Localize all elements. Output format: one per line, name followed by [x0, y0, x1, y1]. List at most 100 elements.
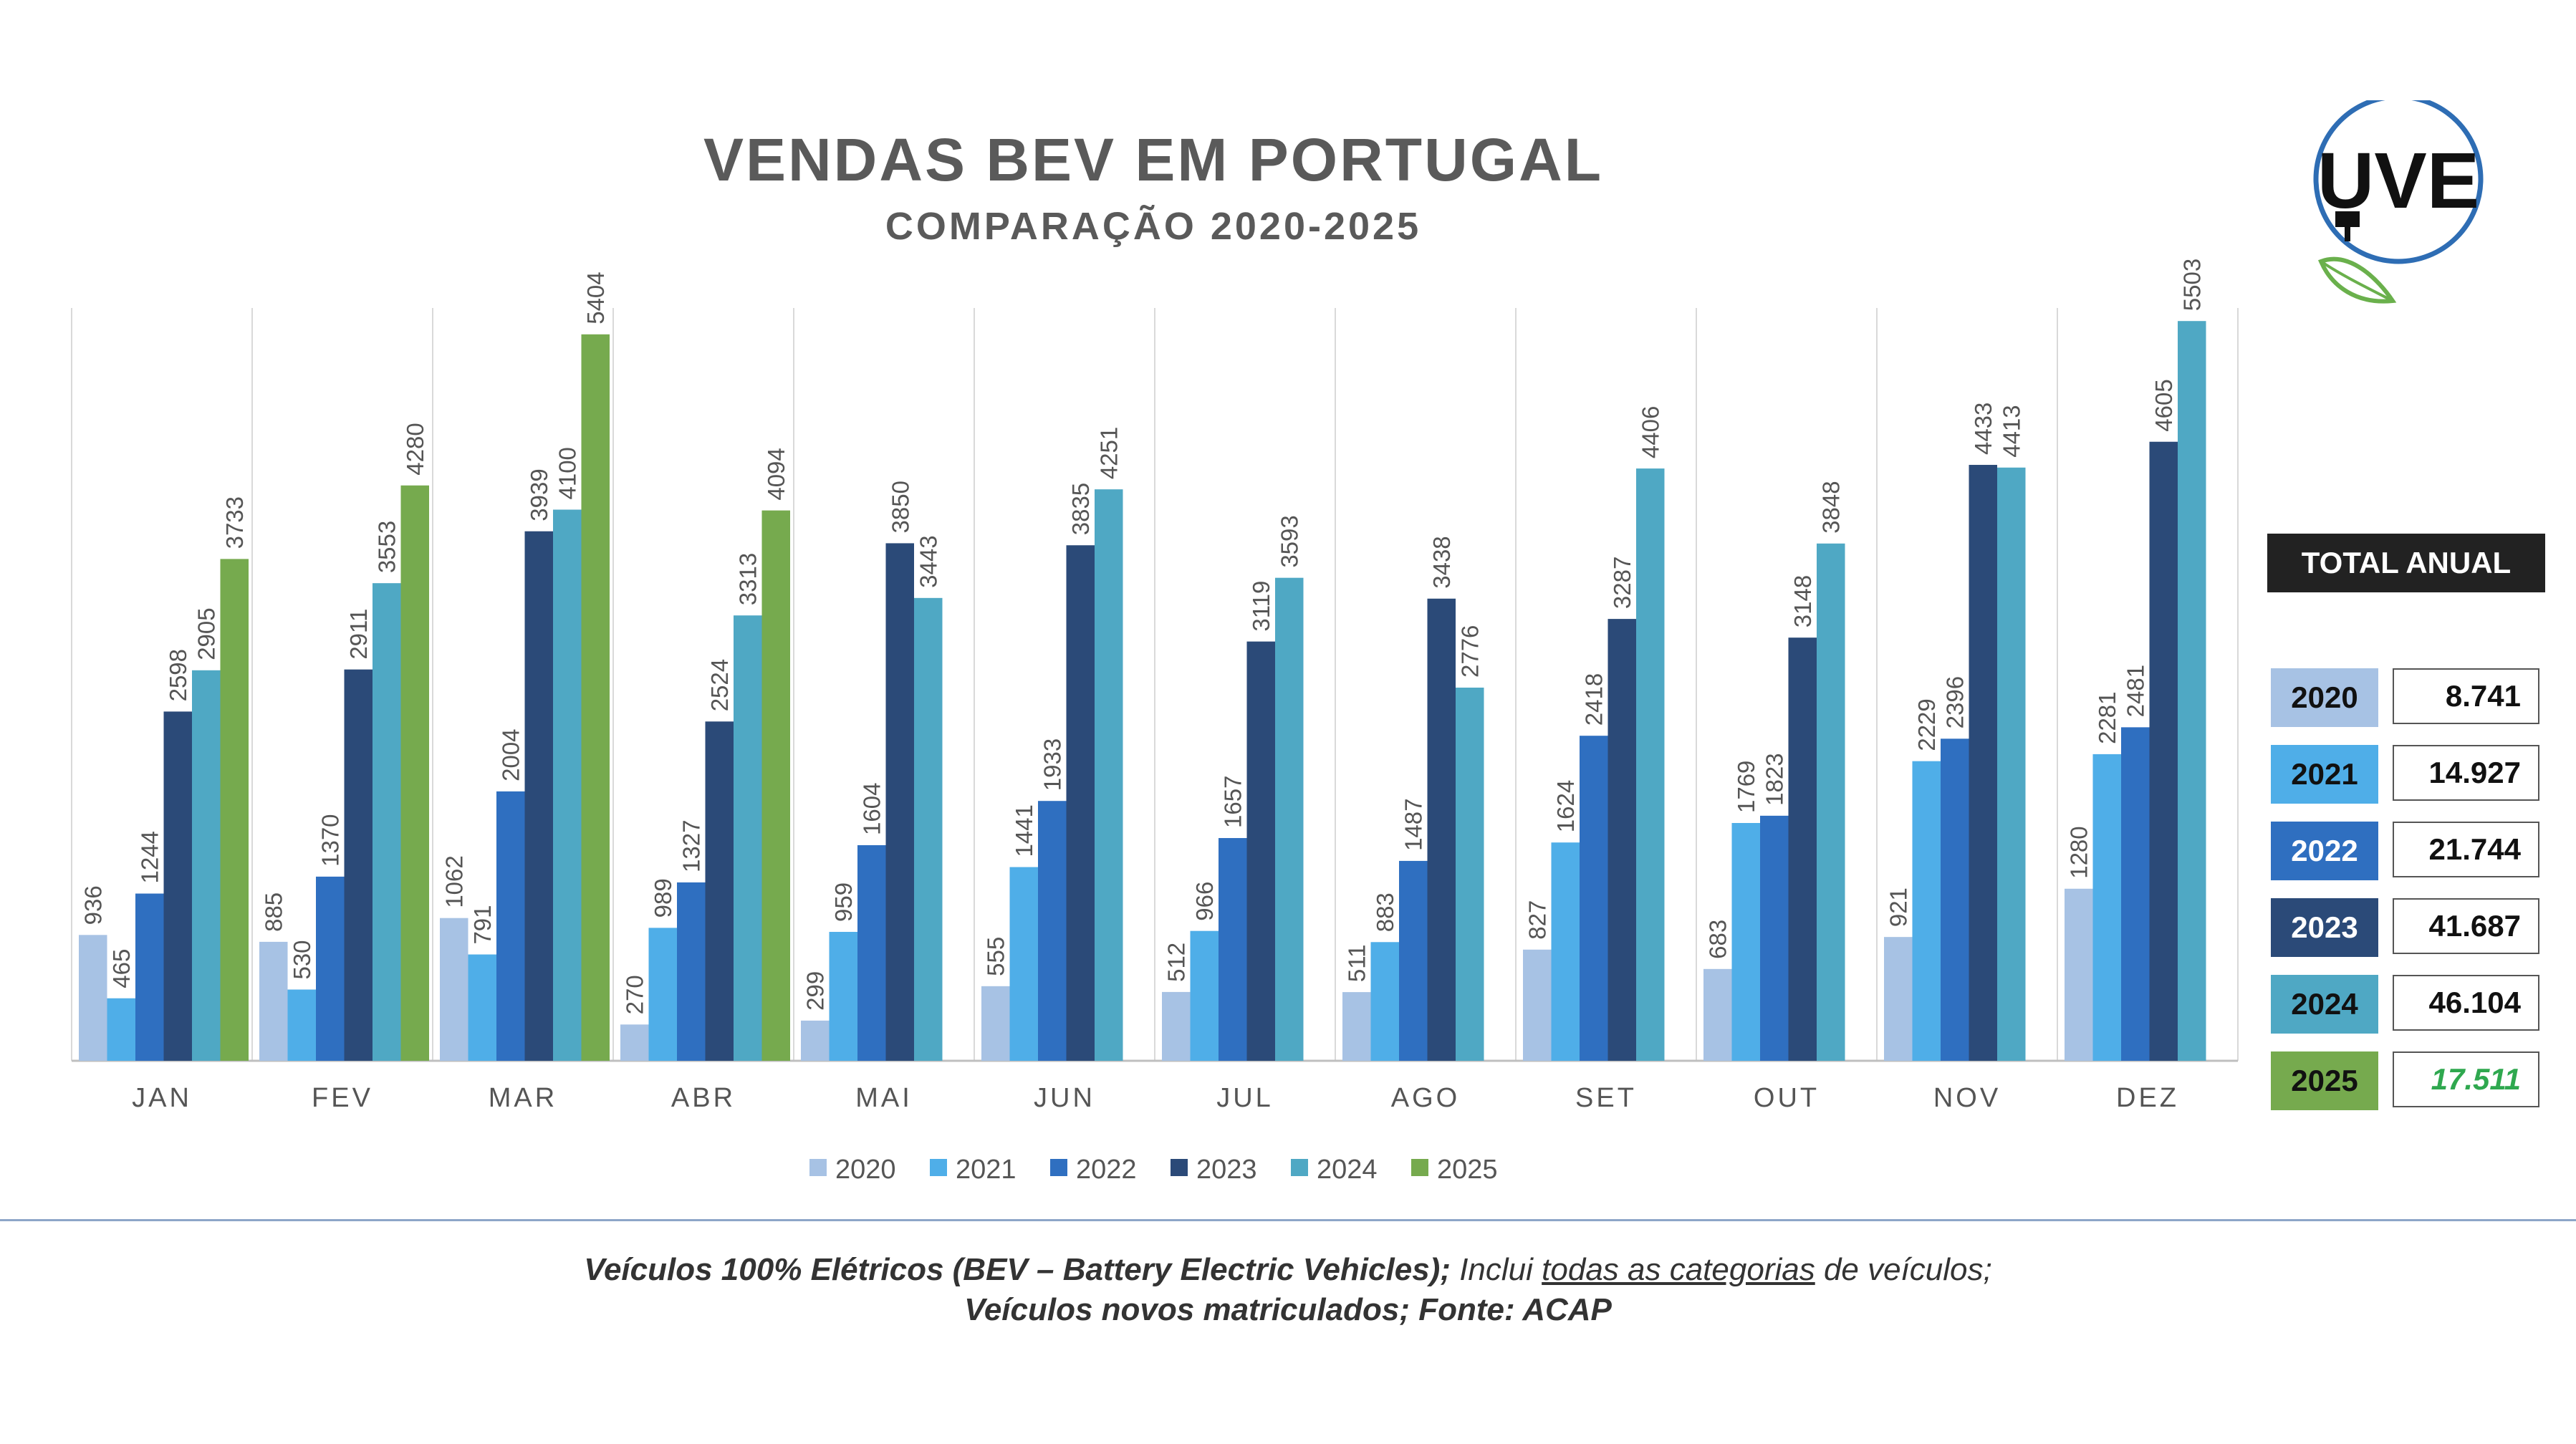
data-label: 2396 — [1942, 676, 1969, 728]
data-label: 1487 — [1400, 799, 1427, 851]
totals-row-2025: 2025 17.511 — [2267, 976, 2547, 1110]
data-label: 3287 — [1609, 557, 1635, 609]
data-label: 3443 — [915, 535, 942, 587]
data-label: 1769 — [1733, 761, 1759, 813]
bar-2021-mar — [468, 954, 496, 1061]
bar-2023-set — [1607, 619, 1636, 1061]
data-label: 1327 — [678, 820, 705, 872]
bar-2021-abr — [648, 928, 677, 1061]
data-label: 1604 — [859, 783, 885, 835]
bar-2024-nov — [1997, 467, 2026, 1061]
footer-line-1: Veículos 100% Elétricos (BEV – Battery E… — [0, 1250, 2576, 1290]
data-label: 2598 — [165, 649, 191, 701]
legend-swatch — [930, 1159, 947, 1176]
data-label: 683 — [1705, 920, 1731, 959]
logo-text: UVE — [2317, 137, 2479, 225]
bar-2020-jun — [981, 986, 1010, 1061]
bar-2025-jan — [220, 559, 249, 1061]
totals-year: 2022 — [2271, 822, 2378, 880]
bar-2025-fev — [400, 485, 429, 1061]
bar-2020-nov — [1884, 937, 1913, 1061]
data-label: 791 — [469, 905, 496, 944]
bar-2020-jul — [1162, 991, 1191, 1061]
bar-2022-jan — [135, 893, 164, 1061]
legend-entry: 2022 — [1076, 1155, 1137, 1185]
footer-source: Veículos novos matriculados; Fonte: ACAP — [964, 1292, 1612, 1327]
x-tick-label: ABR — [671, 1083, 736, 1113]
footer-includes: Inclui — [1450, 1252, 1542, 1287]
bar-2022-nov — [1941, 738, 1969, 1061]
legend-swatch — [1291, 1159, 1308, 1176]
bar-2023-nov — [1969, 465, 1997, 1061]
bar-2020-jan — [79, 935, 107, 1061]
totals-row-2020: 2020 8.741 — [2267, 592, 2547, 727]
bar-2021-out — [1731, 822, 1760, 1061]
bar-2021-dez — [2092, 754, 2121, 1061]
x-tick-label: JUL — [1216, 1083, 1274, 1113]
legend-swatch — [1171, 1159, 1188, 1176]
data-label: 1933 — [1039, 738, 1066, 791]
data-label: 827 — [1524, 900, 1551, 940]
bar-2020-ago — [1342, 992, 1371, 1061]
legend-entry: 2021 — [956, 1155, 1017, 1185]
bar-2024-jun — [1095, 489, 1123, 1061]
bar-2020-mar — [440, 918, 468, 1061]
bar-2021-ago — [1370, 942, 1399, 1061]
totals-value: 46.104 — [2393, 975, 2539, 1031]
legend-entry: 2024 — [1317, 1155, 1378, 1185]
chart-subtitle: COMPARAÇÃO 2020-2025 — [885, 205, 1422, 248]
bar-2023-fev — [344, 669, 373, 1061]
legend-swatch — [1411, 1159, 1428, 1176]
data-label: 3313 — [735, 553, 761, 605]
footer-vehicles: de veículos; — [1815, 1252, 1992, 1287]
plug-leaf-logo-icon: UVE — [2313, 94, 2484, 304]
bar-2022-set — [1580, 736, 1608, 1061]
bar-2023-ago — [1427, 598, 1456, 1061]
footer-categories: todas as categorias — [1542, 1252, 1815, 1287]
bar-2023-jul — [1246, 641, 1275, 1061]
data-label: 966 — [1191, 882, 1218, 921]
bar-2021-jan — [107, 998, 135, 1061]
bar-2024-out — [1817, 543, 1845, 1061]
data-label: 3148 — [1789, 575, 1816, 627]
data-label: 1280 — [2066, 826, 2092, 878]
data-label: 3593 — [1277, 515, 1303, 567]
bar-2020-fev — [259, 941, 288, 1061]
bar-2020-abr — [620, 1024, 649, 1061]
bar-2020-set — [1523, 949, 1552, 1061]
bar-2025-abr — [761, 510, 790, 1061]
bar-2022-jul — [1219, 838, 1247, 1061]
totals-value: 17.511 — [2393, 1051, 2539, 1107]
data-label: 883 — [1372, 892, 1398, 932]
data-label: 270 — [622, 975, 648, 1014]
totals-year: 2021 — [2271, 745, 2378, 804]
totals-year: 2023 — [2271, 898, 2378, 957]
data-label: 1657 — [1220, 776, 1246, 828]
footer-line-2: Veículos novos matriculados; Fonte: ACAP — [0, 1290, 2576, 1330]
x-tick-label: SET — [1575, 1083, 1637, 1113]
data-label: 2004 — [498, 728, 524, 781]
legend-swatch — [1050, 1159, 1067, 1176]
bar-2024-jan — [192, 670, 221, 1061]
totals-value: 14.927 — [2393, 745, 2539, 801]
annual-totals-title: TOTAL ANUAL — [2267, 534, 2545, 592]
bar-2021-jul — [1190, 930, 1219, 1061]
bar-2020-out — [1703, 968, 1732, 1061]
bar-2022-jun — [1038, 801, 1067, 1061]
data-label: 1441 — [1011, 804, 1037, 857]
data-label: 4413 — [1999, 405, 2025, 457]
totals-year: 2025 — [2271, 1051, 2378, 1110]
x-tick-label: JAN — [132, 1083, 192, 1113]
data-label: 2229 — [1913, 698, 1940, 751]
data-label: 1624 — [1552, 780, 1579, 832]
data-label: 3553 — [374, 521, 400, 573]
bar-2022-fev — [316, 876, 345, 1061]
bar-2022-out — [1760, 815, 1789, 1061]
data-label: 2481 — [2123, 665, 2149, 717]
bar-2022-abr — [677, 882, 706, 1061]
data-label: 530 — [289, 940, 315, 979]
bar-2023-jan — [163, 711, 192, 1061]
data-label: 4406 — [1638, 406, 1664, 458]
data-label: 4100 — [554, 447, 581, 499]
